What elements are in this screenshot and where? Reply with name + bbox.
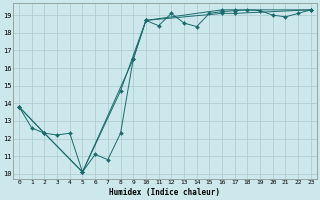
X-axis label: Humidex (Indice chaleur): Humidex (Indice chaleur)	[109, 188, 220, 197]
